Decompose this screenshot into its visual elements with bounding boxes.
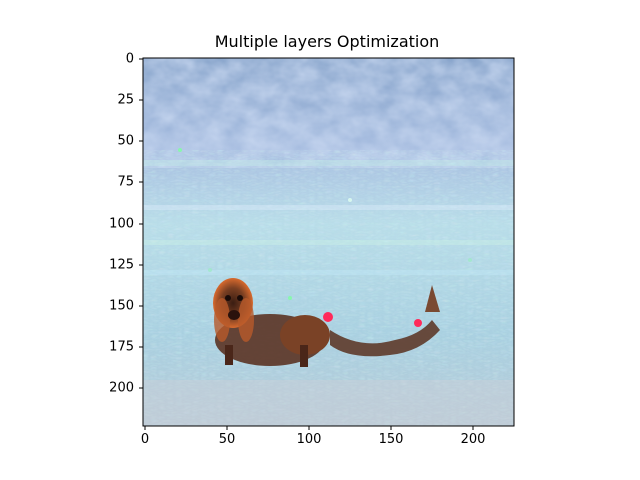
y-tick-label: 100 xyxy=(109,216,134,232)
x-tick-label: 0 xyxy=(140,432,150,447)
y-tick-marks xyxy=(139,58,143,389)
x-axis-labels: 0 50 100 150 200 xyxy=(0,432,640,452)
x-tick-label: 50 xyxy=(218,432,236,447)
axes-frame xyxy=(142,57,515,427)
x-tick-label: 200 xyxy=(460,432,486,447)
y-tick-label: 175 xyxy=(109,339,134,355)
y-tick-label: 75 xyxy=(117,174,134,190)
dog-right-figure xyxy=(330,285,440,357)
deepdream-image xyxy=(143,58,514,426)
y-tick-label: 150 xyxy=(109,298,134,314)
y-axis-labels: 0 25 50 75 100 125 150 175 200 xyxy=(0,0,134,480)
chart-title: Multiple layers Optimization xyxy=(214,32,440,51)
y-tick-label: 0 xyxy=(125,51,134,67)
y-tick-label: 125 xyxy=(109,257,134,273)
y-tick-label: 50 xyxy=(117,133,134,149)
y-tick-label: 25 xyxy=(117,92,134,108)
dog-left-figure xyxy=(213,278,333,367)
x-tick-label: 150 xyxy=(378,432,404,447)
y-tick-label: 200 xyxy=(109,380,134,396)
x-tick-label: 100 xyxy=(296,432,322,447)
x-tick-marks xyxy=(144,426,474,430)
